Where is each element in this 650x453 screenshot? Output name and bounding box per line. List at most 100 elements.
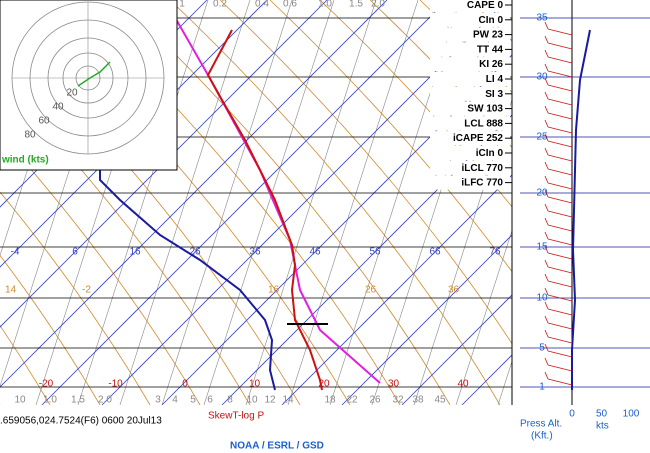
wind-barb bbox=[547, 98, 573, 106]
mixing-label: 0.2 bbox=[213, 0, 227, 10]
wind-barb bbox=[544, 273, 549, 282]
dry-adiabat bbox=[0, 254, 101, 405]
wind-barb bbox=[544, 217, 549, 226]
isotherm bbox=[41, 0, 448, 405]
wind-barb bbox=[547, 336, 573, 344]
mixing-label: 1.0 bbox=[43, 395, 57, 406]
wind-barb bbox=[547, 210, 573, 218]
altitude-label: 30 bbox=[536, 72, 548, 83]
altitude-label: 5 bbox=[539, 343, 545, 354]
hodograph-trace bbox=[77, 61, 111, 87]
index-name: LI bbox=[486, 74, 495, 85]
wind-barb bbox=[544, 119, 549, 128]
index-row: KI 26 bbox=[479, 59, 503, 70]
hodograph-ring-label: 20 bbox=[66, 88, 78, 99]
mixing-label: 2.0 bbox=[98, 395, 112, 406]
fahrenheit-label: 26 bbox=[189, 247, 201, 258]
moist-adiabat bbox=[413, 98, 512, 405]
wind-barb bbox=[547, 154, 573, 162]
wind-barb bbox=[544, 329, 549, 338]
index-value: 0 bbox=[497, 14, 503, 25]
index-value: 770 bbox=[486, 177, 503, 188]
wind-barb bbox=[547, 196, 573, 204]
index-background bbox=[430, 131, 510, 146]
theta-label: 26 bbox=[365, 285, 377, 296]
moist-adiabat bbox=[161, 0, 293, 405]
wind-barb bbox=[547, 280, 573, 288]
wind-barb bbox=[547, 266, 573, 274]
wind-barb bbox=[544, 287, 549, 296]
index-row: iLCL 770 bbox=[461, 162, 503, 173]
wind-barb bbox=[544, 21, 549, 30]
mixing-label: 10 bbox=[246, 395, 258, 406]
index-name: iLFC bbox=[461, 177, 483, 188]
celsius-label: 10 bbox=[249, 379, 261, 390]
mixing-label: 0.4 bbox=[255, 0, 269, 10]
index-background bbox=[430, 116, 510, 131]
wind-barb bbox=[544, 231, 549, 240]
mixing-label: 6 bbox=[207, 395, 213, 406]
fahrenheit-label: 16 bbox=[129, 247, 141, 258]
celsius-label: 0 bbox=[182, 379, 188, 390]
mixing-label: 38 bbox=[412, 395, 424, 406]
index-name: SI bbox=[485, 88, 495, 99]
index-name: KI bbox=[479, 59, 489, 70]
index-background bbox=[430, 86, 510, 101]
index-name: TT bbox=[477, 44, 489, 55]
altitude-label: 1 bbox=[539, 382, 545, 393]
mixing-label: 0.6 bbox=[283, 0, 297, 10]
isotherm bbox=[401, 294, 512, 405]
fahrenheit-label: 6 bbox=[72, 247, 78, 258]
fahrenheit-label: 76 bbox=[489, 247, 501, 258]
index-row: CIn 0 bbox=[479, 14, 504, 25]
index-value: 252 bbox=[486, 133, 503, 144]
fahrenheit-label: 46 bbox=[309, 247, 321, 258]
index-value: 4 bbox=[497, 74, 503, 85]
index-background bbox=[430, 160, 510, 175]
index-row: SW 103 bbox=[467, 103, 503, 114]
index-row: LCL 888 bbox=[464, 118, 503, 129]
index-name: PW bbox=[473, 29, 490, 40]
temperature-profile bbox=[206, 29, 323, 391]
mixing-label: 1.5 bbox=[71, 395, 85, 406]
wind-tick-label: 50 bbox=[596, 409, 608, 420]
isotherm bbox=[0, 0, 268, 268]
dry-adiabat bbox=[0, 191, 151, 405]
wind-barb bbox=[547, 168, 573, 176]
wind-barb bbox=[547, 308, 573, 316]
wind-barb bbox=[544, 371, 549, 380]
index-value: 103 bbox=[486, 103, 503, 114]
mixing-label: 5 bbox=[190, 395, 196, 406]
moist-adiabat bbox=[287, 0, 419, 405]
mixing-label: 10 bbox=[14, 395, 26, 406]
index-name: iCIn bbox=[476, 148, 495, 159]
celsius-label: 40 bbox=[457, 379, 469, 390]
wind-barb bbox=[544, 259, 549, 268]
index-background bbox=[430, 57, 510, 72]
index-row: PW 23 bbox=[473, 29, 503, 40]
mixing-label: 32 bbox=[392, 395, 404, 406]
hodograph-ring-label: 60 bbox=[38, 116, 50, 127]
wind-barb bbox=[544, 77, 549, 86]
index-row: iCAPE 252 bbox=[453, 133, 503, 144]
index-name: SW bbox=[467, 103, 484, 114]
dry-adiabat bbox=[0, 79, 251, 405]
wind-barb bbox=[544, 63, 549, 72]
index-background bbox=[430, 72, 510, 86]
wind-barb bbox=[544, 147, 549, 156]
wind-profile bbox=[571, 29, 591, 390]
wind-barb bbox=[547, 252, 573, 260]
mixing-label: 12 bbox=[264, 395, 276, 406]
wind-barb bbox=[544, 315, 549, 324]
isotherm bbox=[221, 114, 512, 405]
mixing-label: 1 bbox=[179, 0, 185, 10]
dry-adiabat bbox=[0, 324, 51, 405]
index-background bbox=[430, 101, 510, 116]
mixing-label: 45 bbox=[434, 395, 446, 406]
index-row: CAPE 0 bbox=[467, 0, 504, 11]
index-row: iCIn 0 bbox=[476, 148, 504, 159]
wind-barb bbox=[547, 84, 573, 92]
axis-title: Press Alt. bbox=[520, 419, 562, 430]
isotherm bbox=[341, 234, 512, 405]
